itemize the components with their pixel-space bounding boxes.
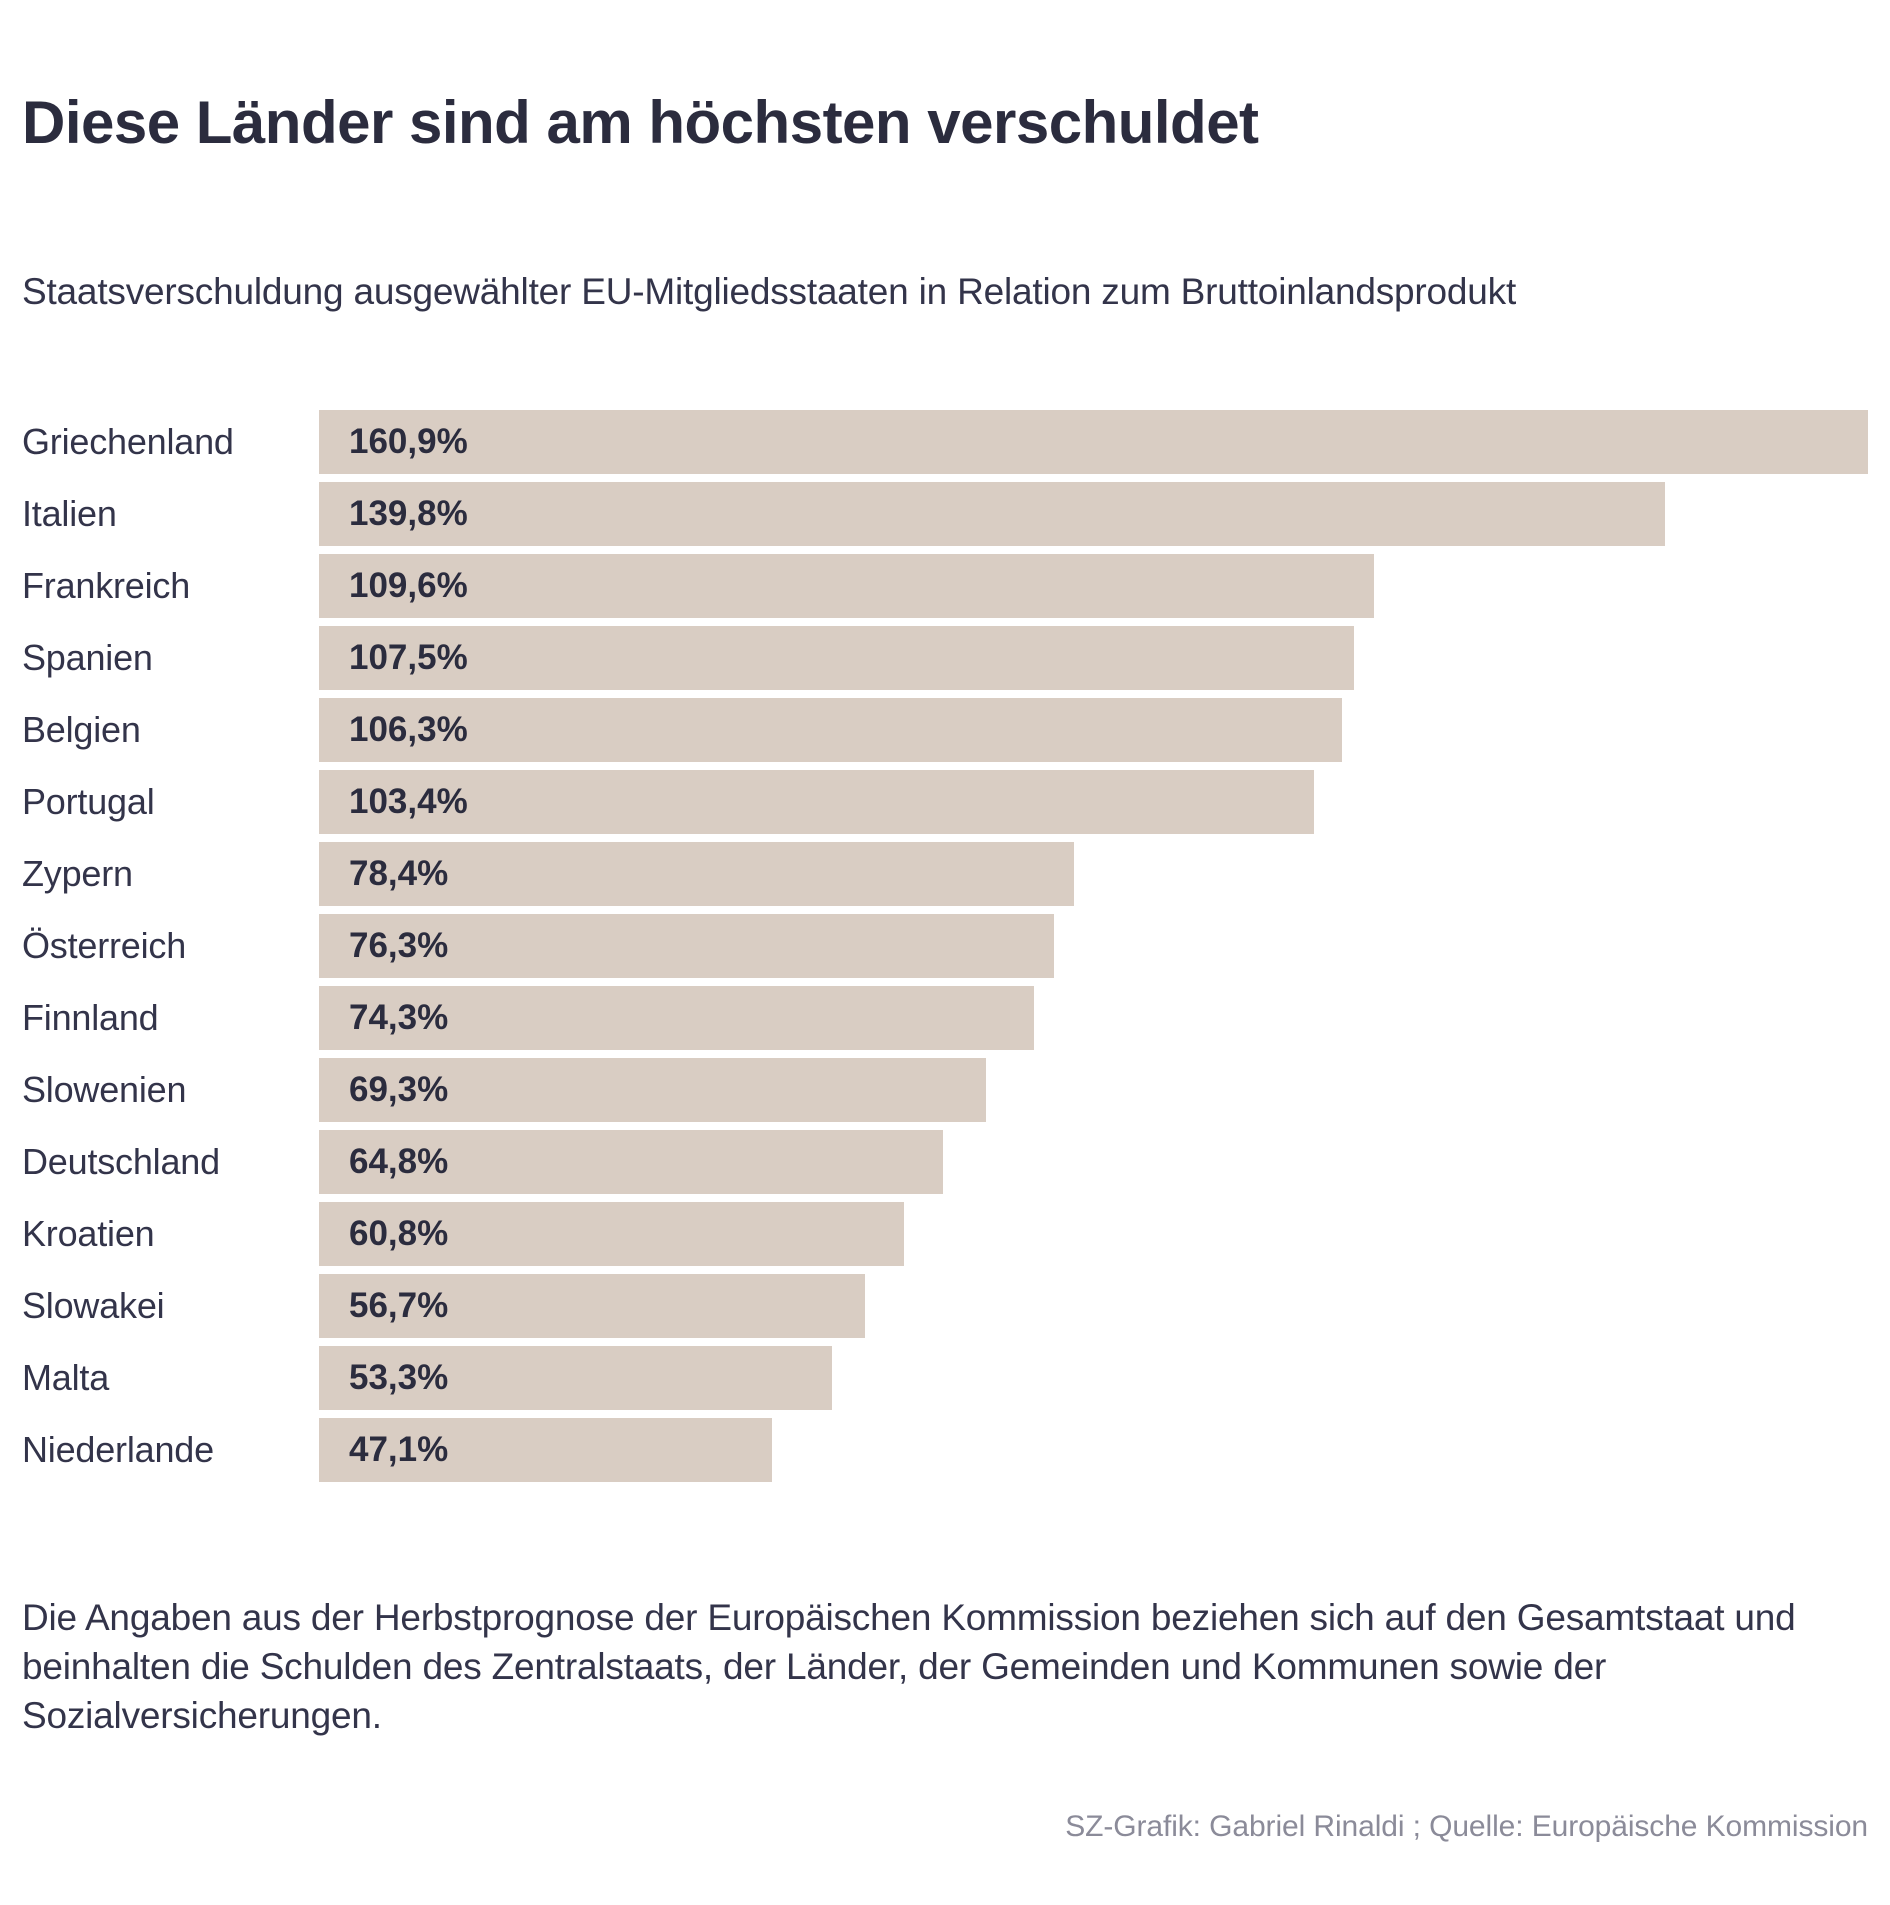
bar: [319, 914, 1054, 978]
bar-value-label: 139,8%: [349, 494, 468, 533]
bar-value-label: 47,1%: [349, 1430, 449, 1469]
bar-row: Österreich 76,3%: [22, 914, 1868, 978]
bar-row: Niederlande 47,1%: [22, 1418, 1868, 1482]
bar-category-label: Portugal: [22, 781, 155, 822]
bar-track: 106,3%: [319, 698, 1868, 762]
bar-track: 60,8%: [319, 1202, 1868, 1266]
bar-value-label: 69,3%: [349, 1070, 449, 1109]
page-title: Diese Länder sind am höchsten verschulde…: [22, 89, 1259, 157]
bar-category-label: Slowakei: [22, 1285, 165, 1326]
bar-track: 53,3%: [319, 1346, 1868, 1410]
bar-row: Malta 53,3%: [22, 1346, 1868, 1410]
bar-category-label: Finnland: [22, 997, 159, 1038]
bar-row: Portugal 103,4%: [22, 770, 1868, 834]
bar-track: 103,4%: [319, 770, 1868, 834]
bar-value-label: 103,4%: [349, 782, 468, 821]
bar: [319, 1274, 865, 1338]
bar-value-label: 76,3%: [349, 926, 449, 965]
bar-value-label: 74,3%: [349, 998, 449, 1037]
bar-value-label: 56,7%: [349, 1286, 449, 1325]
bar-category-label: Kroatien: [22, 1213, 155, 1254]
bar-chart: Griechenland 160,9% Italien 139,8% Frankreic…: [22, 410, 1868, 1490]
bar-row: Finnland 74,3%: [22, 986, 1868, 1050]
bar-value-label: 106,3%: [349, 710, 468, 749]
bar-value-label: 78,4%: [349, 854, 449, 893]
bar: [319, 1418, 773, 1482]
bar-row: Slowakei 56,7%: [22, 1274, 1868, 1338]
bar: [319, 842, 1074, 906]
bar: [319, 1130, 943, 1194]
bar-track: 107,5%: [319, 626, 1868, 690]
bar-track: 109,6%: [319, 554, 1868, 618]
bar: [319, 482, 1665, 546]
bar: [319, 1058, 987, 1122]
bar: [319, 770, 1315, 834]
bar: [319, 626, 1354, 690]
bar-category-label: Spanien: [22, 637, 153, 678]
bar-track: 74,3%: [319, 986, 1868, 1050]
bar: [319, 1346, 833, 1410]
bar-value-label: 160,9%: [349, 422, 468, 461]
bar-value-label: 109,6%: [349, 566, 468, 605]
bar-category-label: Slowenien: [22, 1069, 187, 1110]
bar-track: 78,4%: [319, 842, 1868, 906]
chart-subtitle: Staatsverschuldung ausgewählter EU-Mitgl…: [22, 271, 1517, 312]
bar-row: Zypern 78,4%: [22, 842, 1868, 906]
bar-category-label: Italien: [22, 493, 117, 534]
bar-track: 64,8%: [319, 1130, 1868, 1194]
bar-value-label: 60,8%: [349, 1214, 449, 1253]
bar-category-label: Malta: [22, 1357, 110, 1398]
bar-row: Italien 139,8%: [22, 482, 1868, 546]
bar-row: Frankreich 109,6%: [22, 554, 1868, 618]
bar: [319, 986, 1035, 1050]
bar-value-label: 107,5%: [349, 638, 468, 677]
bar: [319, 1202, 905, 1266]
chart-footnote: Die Angaben aus der Herbstprognose der E…: [22, 1597, 1796, 1736]
bar-row: Belgien 106,3%: [22, 698, 1868, 762]
bar-category-label: Deutschland: [22, 1141, 220, 1182]
bar-track: 56,7%: [319, 1274, 1868, 1338]
bar-row: Spanien 107,5%: [22, 626, 1868, 690]
bar-row: Deutschland 64,8%: [22, 1130, 1868, 1194]
bar: [319, 410, 1868, 474]
bar-track: 139,8%: [319, 482, 1868, 546]
bar-value-label: 64,8%: [349, 1142, 449, 1181]
bar-category-label: Österreich: [22, 925, 187, 966]
bar: [319, 554, 1375, 618]
bar-track: 69,3%: [319, 1058, 1868, 1122]
chart-credit: SZ-Grafik: Gabriel Rinaldi ; Quelle: Eur…: [1065, 1810, 1868, 1843]
bar-category-label: Zypern: [22, 853, 133, 894]
bar-row: Griechenland 160,9%: [22, 410, 1868, 474]
bar-category-label: Griechenland: [22, 421, 234, 462]
bar-row: Kroatien 60,8%: [22, 1202, 1868, 1266]
bar-track: 160,9%: [319, 410, 1868, 474]
bar-category-label: Niederlande: [22, 1429, 214, 1470]
bar-category-label: Frankreich: [22, 565, 191, 606]
bar-track: 47,1%: [319, 1418, 1868, 1482]
bar-category-label: Belgien: [22, 709, 141, 750]
bar-row: Slowenien 69,3%: [22, 1058, 1868, 1122]
bar: [319, 698, 1343, 762]
bar-track: 76,3%: [319, 914, 1868, 978]
bar-value-label: 53,3%: [349, 1358, 449, 1397]
